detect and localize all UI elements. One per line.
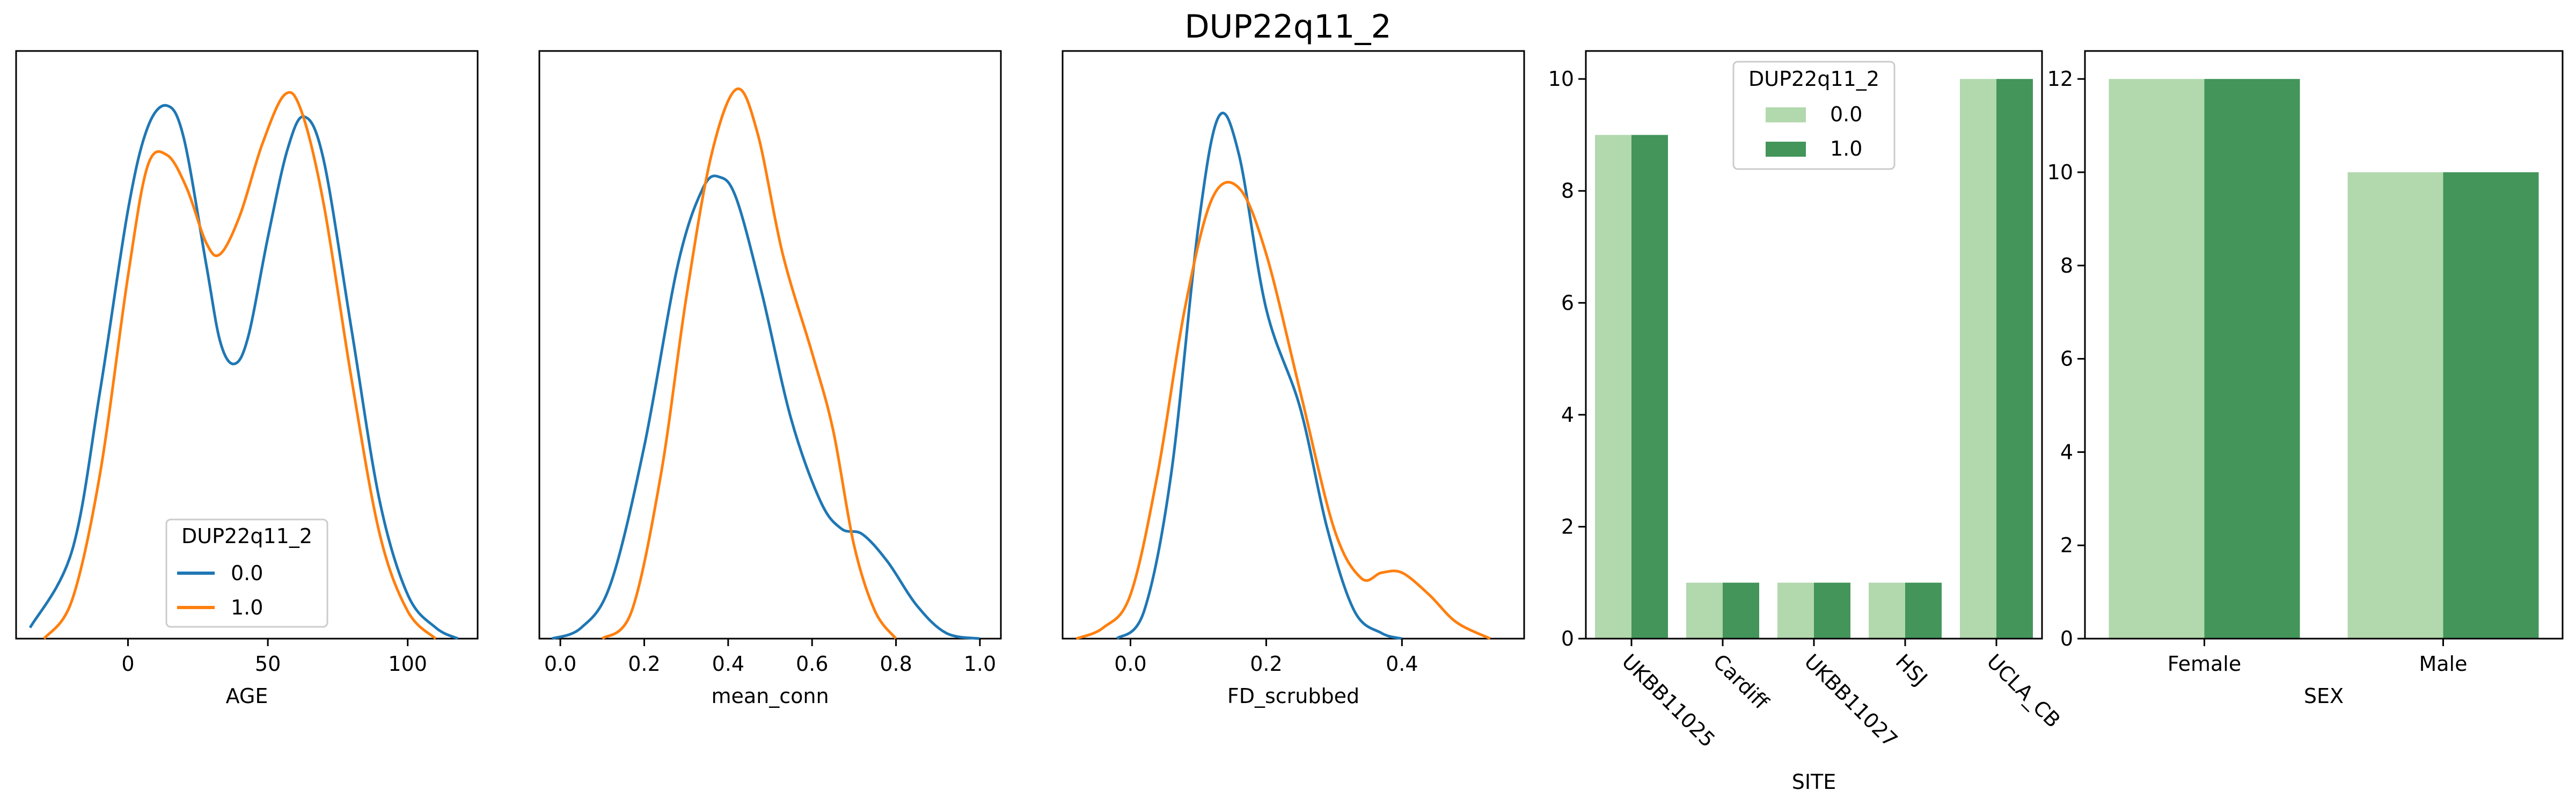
x-tick-label: 0.0 <box>544 652 576 676</box>
bar-UKBB11027-0.0 <box>1777 582 1814 639</box>
x-tick-label: 0.6 <box>796 652 828 676</box>
bar-Cardiff-1.0 <box>1723 582 1759 639</box>
y-tick-label: 0 <box>1561 627 1574 650</box>
legend-title: DUP22q11_2 <box>181 524 312 548</box>
legend: DUP22q11_2 0.0 1.0 <box>1732 61 1896 170</box>
y-tick-label: 6 <box>1561 291 1574 314</box>
kde-line-0.0 <box>28 104 459 640</box>
x-axis-label: SITE <box>1792 770 1836 794</box>
bar-UCLA_CB-1.0 <box>1996 79 2033 639</box>
y-tick-label: 12 <box>2047 67 2073 91</box>
y-tick-label: 10 <box>2047 160 2073 184</box>
y-tick-label: 2 <box>1561 515 1574 538</box>
y-tick-label: 0 <box>2060 627 2073 650</box>
x-tick-label: 50 <box>255 652 281 676</box>
plot-frame <box>538 50 1002 640</box>
sex-bar-chart: 0 2 4 6 8 10 12 Female Male SEX <box>2047 50 2564 708</box>
x-tick-label: 0 <box>121 652 134 676</box>
plot-frame <box>2084 50 2564 640</box>
plot-frame <box>15 50 479 640</box>
y-tick-label: 2 <box>2060 533 2073 557</box>
x-tick-label: Male <box>2419 652 2467 676</box>
kde-line-1.0 <box>1075 181 1491 640</box>
x-tick-label: 0.4 <box>1386 652 1418 676</box>
x-tick-label: HSJ <box>1891 649 1932 690</box>
kde-line-1.0 <box>601 87 897 640</box>
x-tick-label: UKBB11025 <box>1618 649 1720 752</box>
x-axis-label: mean_conn <box>711 684 829 708</box>
y-tick-label: 8 <box>2060 254 2073 277</box>
x-axis-label: AGE <box>226 684 268 708</box>
plot-frame <box>1062 50 1525 640</box>
y-tick-label: 6 <box>2060 347 2073 371</box>
x-tick-label: 1.0 <box>964 652 996 676</box>
bar-UCLA_CB-0.0 <box>1960 79 1996 639</box>
bar-Female-0.0 <box>2109 79 2205 639</box>
x-tick-label: 0.4 <box>712 652 744 676</box>
kde-line-1.0 <box>43 91 437 640</box>
y-tick-label: 4 <box>1561 403 1574 427</box>
mean-conn-kde-plot: 0.0 0.2 0.4 0.6 0.8 1.0 mean_conn <box>538 50 1002 708</box>
age-kde-plot: 0 50 100 AGE DUP22q11_2 0.0 1.0 <box>15 50 479 708</box>
bar-Male-0.0 <box>2347 172 2443 639</box>
bar-UKBB11025-0.0 <box>1595 135 1631 639</box>
x-tick-label: 0.2 <box>1250 652 1282 676</box>
y-tick-label: 10 <box>1548 67 1574 91</box>
x-tick-label: Cardiff <box>1709 649 1774 714</box>
bar-UKBB11027-1.0 <box>1814 582 1850 639</box>
x-axis-label: FD_scrubbed <box>1227 684 1359 708</box>
figure-title: DUP22q11_2 <box>1184 8 1391 46</box>
y-tick-label: 8 <box>1561 179 1574 203</box>
x-tick-label: 100 <box>388 652 427 676</box>
legend-box <box>165 518 328 628</box>
legend: DUP22q11_2 0.0 1.0 <box>165 518 328 628</box>
x-tick-label: 0.2 <box>628 652 660 676</box>
x-tick-label: UCLA_CB <box>1982 649 2065 732</box>
x-tick-label: 0.8 <box>880 652 912 676</box>
legend-label-0: 0.0 <box>231 561 263 585</box>
bar-UKBB11025-1.0 <box>1631 135 1668 639</box>
x-tick-label: 0.0 <box>1114 652 1146 676</box>
bar-HSJ-0.0 <box>1869 582 1905 639</box>
legend-label-0: 0.0 <box>1830 103 1862 126</box>
y-tick-label: 4 <box>2060 440 2073 464</box>
bar-Female-1.0 <box>2204 79 2300 639</box>
kde-line-0.0 <box>1116 112 1403 640</box>
x-tick-label: Female <box>2168 652 2241 676</box>
legend-label-1: 1.0 <box>231 596 263 619</box>
x-axis-label: SEX <box>2304 684 2344 708</box>
kde-line-0.0 <box>551 174 980 640</box>
legend-title: DUP22q11_2 <box>1748 67 1879 91</box>
x-tick-label: UKBB11027 <box>1800 649 1902 752</box>
bar-Cardiff-0.0 <box>1686 582 1723 639</box>
legend-swatch-1 <box>1766 142 1806 157</box>
legend-label-1: 1.0 <box>1830 137 1862 160</box>
bar-HSJ-1.0 <box>1905 582 1942 639</box>
legend-swatch-0 <box>1766 107 1806 122</box>
fd-scrubbed-kde-plot: 0.0 0.2 0.4 FD_scrubbed <box>1062 50 1525 708</box>
bar-Male-1.0 <box>2443 172 2539 639</box>
